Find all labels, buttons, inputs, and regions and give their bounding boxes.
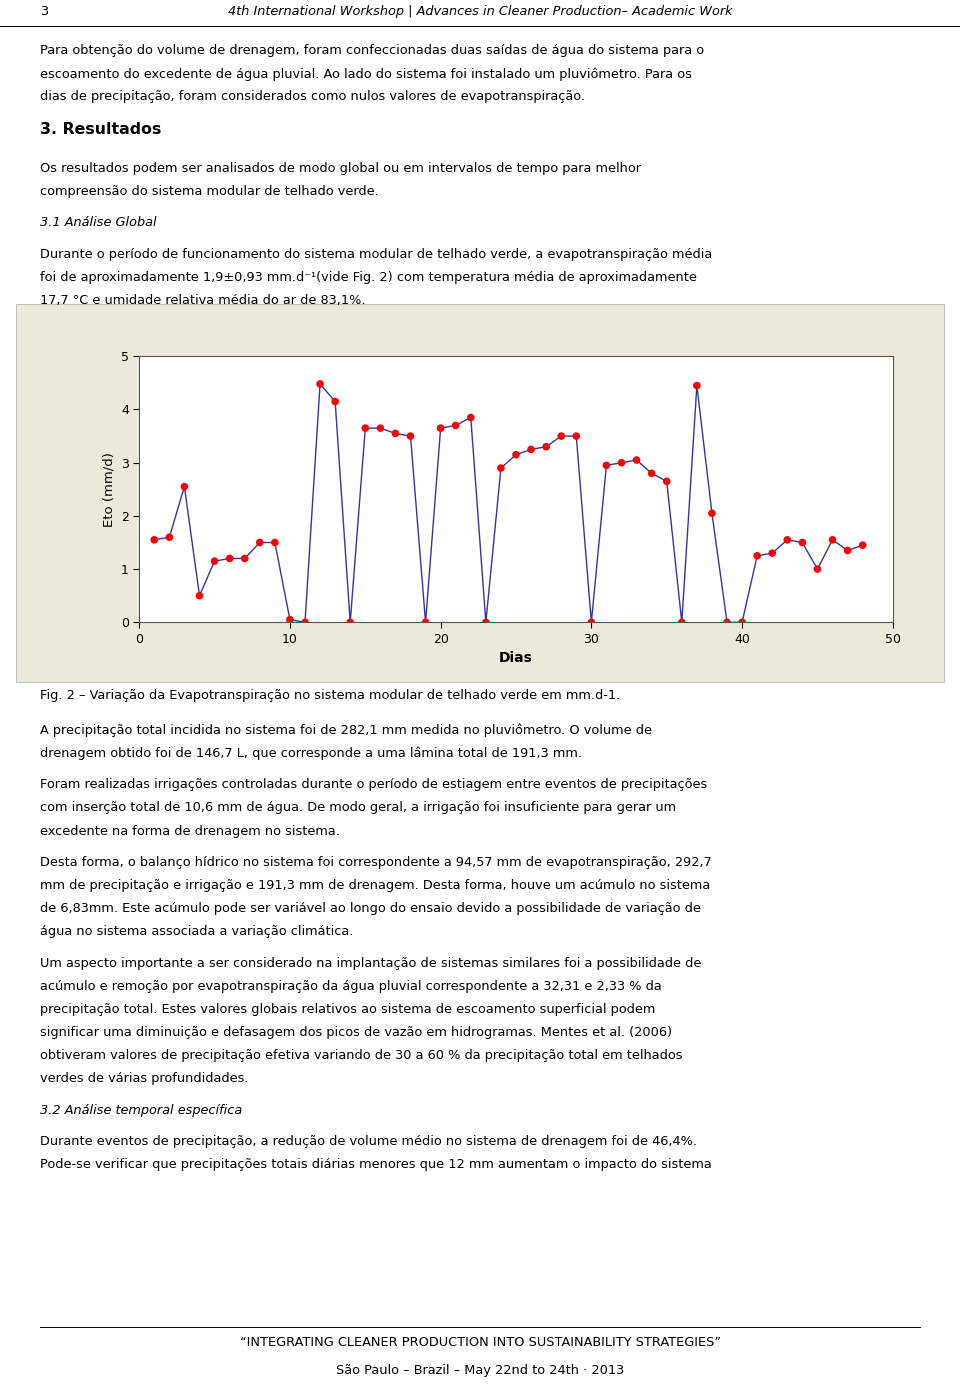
Point [478, 610, 493, 633]
Point [237, 547, 252, 570]
Text: excedente na forma de drenagem no sistema.: excedente na forma de drenagem no sistem… [40, 825, 340, 837]
Text: 3.2 Análise temporal específica: 3.2 Análise temporal específica [40, 1103, 243, 1117]
Text: Durante eventos de precipitação, a redução de volume médio no sistema de drenage: Durante eventos de precipitação, a reduç… [40, 1135, 697, 1148]
Point [689, 374, 705, 396]
Text: Os resultados podem ser analisados de modo global ou em intervalos de tempo para: Os resultados podem ser analisados de mo… [40, 161, 641, 175]
Text: verdes de várias profundidades.: verdes de várias profundidades. [40, 1072, 249, 1085]
Point [403, 424, 419, 447]
Text: Fig. 2 – Variação da Evapotranspiração no sistema modular de telhado verde em mm: Fig. 2 – Variação da Evapotranspiração n… [40, 689, 620, 703]
Point [282, 609, 298, 631]
Point [629, 449, 644, 472]
Text: São Paulo – Brazil – May 22nd to 24th · 2013: São Paulo – Brazil – May 22nd to 24th · … [336, 1364, 624, 1378]
Point [780, 529, 795, 552]
Point [855, 533, 871, 556]
Text: dias de precipitação, foram considerados como nulos valores de evapotranspiração: dias de precipitação, foram considerados… [40, 90, 586, 104]
Point [840, 539, 855, 561]
Bar [16, 304, 944, 682]
Point [357, 417, 372, 440]
Point [613, 451, 629, 473]
Text: 4th International Workshop | Advances in Cleaner Production– Academic Work: 4th International Workshop | Advances in… [228, 6, 732, 18]
Text: “INTEGRATING CLEANER PRODUCTION INTO SUSTAINABILITY STRATEGIES”: “INTEGRATING CLEANER PRODUCTION INTO SUS… [239, 1336, 721, 1348]
Text: Pode-se verificar que precipitações totais diárias menores que 12 mm aumentam o : Pode-se verificar que precipitações tota… [40, 1158, 712, 1172]
Text: 17,7 °C e umidade relativa média do ar de 83,1%.: 17,7 °C e umidade relativa média do ar d… [40, 294, 366, 307]
Point [207, 550, 223, 573]
Text: foi de aproximadamente 1,9±0,93 mm.d⁻¹(vide Fig. 2) com temperatura média de apr: foi de aproximadamente 1,9±0,93 mm.d⁻¹(v… [40, 270, 697, 284]
Point [659, 470, 674, 493]
Point [372, 417, 388, 440]
Point [448, 414, 464, 437]
Text: Foram realizadas irrigações controladas durante o período de estiagem entre even: Foram realizadas irrigações controladas … [40, 778, 708, 791]
Text: mm de precipitação e irrigação e 191,3 mm de drenagem. Desta forma, houve um acú: mm de precipitação e irrigação e 191,3 m… [40, 879, 710, 892]
Point [719, 610, 734, 633]
Point [523, 438, 539, 461]
Text: Durante o período de funcionamento do sistema modular de telhado verde, a evapot: Durante o período de funcionamento do si… [40, 248, 712, 260]
Point [705, 503, 720, 525]
Point [267, 531, 282, 553]
Point [388, 423, 403, 445]
Point [252, 531, 268, 553]
Point [825, 529, 840, 552]
Point [509, 444, 524, 466]
Point [750, 545, 765, 567]
Point [734, 610, 750, 633]
Text: 3. Resultados: 3. Resultados [40, 122, 161, 137]
Text: precipitação total. Estes valores globais relativos ao sistema de escoamento sup: precipitação total. Estes valores globai… [40, 1002, 656, 1016]
Text: drenagem obtido foi de 146,7 L, que corresponde a uma lâmina total de 191,3 mm.: drenagem obtido foi de 146,7 L, que corr… [40, 746, 583, 760]
Point [192, 584, 207, 606]
Point [177, 476, 192, 498]
Text: com inserção total de 10,6 mm de água. De modo geral, a irrigação foi insuficien: com inserção total de 10,6 mm de água. D… [40, 801, 677, 815]
Text: Para obtenção do volume de drenagem, foram confeccionadas duas saídas de água do: Para obtenção do volume de drenagem, for… [40, 43, 705, 57]
Text: obtiveram valores de precipitação efetiva variando de 30 a 60 % da precipitação : obtiveram valores de precipitação efetiv… [40, 1049, 683, 1063]
Point [644, 462, 660, 484]
Text: escoamento do excedente de água pluvial. Ao lado do sistema foi instalado um plu: escoamento do excedente de água pluvial.… [40, 67, 692, 81]
Text: A precipitação total incidida no sistema foi de 282,1 mm medida no pluviômetro.: A precipitação total incidida no sistema… [40, 724, 653, 738]
Point [161, 526, 177, 549]
Point [463, 406, 478, 428]
Text: compreensão do sistema modular de telhado verde.: compreensão do sistema modular de telhad… [40, 185, 379, 197]
Text: Um aspecto importante a ser considerado na implantação de sistemas similares foi: Um aspecto importante a ser considerado … [40, 956, 702, 970]
Point [764, 542, 780, 564]
Point [343, 610, 358, 633]
Point [418, 610, 433, 633]
Text: de 6,83mm. Este acúmulo pode ser variável ao longo do ensaio devido a possibilid: de 6,83mm. Este acúmulo pode ser variáve… [40, 902, 701, 916]
Point [795, 531, 810, 553]
Point [599, 454, 614, 476]
Text: acúmulo e remoção por evapotranspiração da água pluvial correspondente a 32,31 e: acúmulo e remoção por evapotranspiração … [40, 980, 662, 993]
Text: Desta forma, o balanço hídrico no sistema foi correspondente a 94,57 mm de evapo: Desta forma, o balanço hídrico no sistem… [40, 855, 712, 869]
Point [493, 456, 509, 479]
Y-axis label: Eto (mm/d): Eto (mm/d) [102, 452, 115, 526]
Point [539, 435, 554, 458]
Text: significar uma diminuição e defasagem dos picos de vazão em hidrogramas. Mentes : significar uma diminuição e defasagem do… [40, 1026, 672, 1039]
Point [674, 610, 689, 633]
Point [222, 547, 237, 570]
Text: água no sistema associada a variação climática.: água no sistema associada a variação cli… [40, 925, 353, 938]
Point [568, 424, 584, 447]
Point [584, 610, 599, 633]
Point [433, 417, 448, 440]
Point [554, 424, 569, 447]
Text: 3: 3 [40, 6, 48, 18]
Point [312, 372, 327, 395]
Point [147, 529, 162, 552]
Text: 3.1 Análise Global: 3.1 Análise Global [40, 216, 156, 230]
Point [298, 610, 313, 633]
Point [810, 557, 826, 580]
Point [327, 391, 343, 413]
X-axis label: Dias: Dias [499, 651, 533, 665]
